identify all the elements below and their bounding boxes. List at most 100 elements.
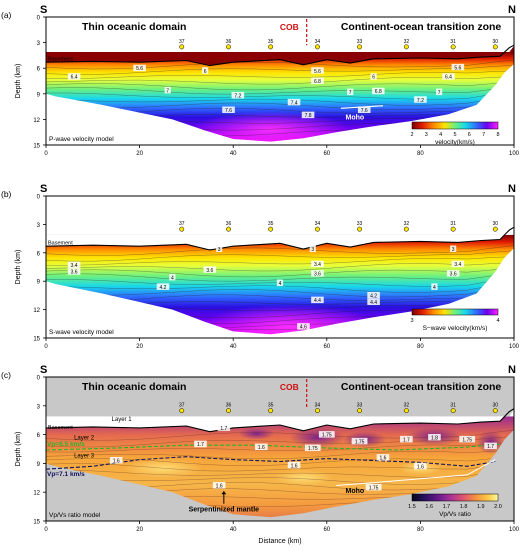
contour-label-bg — [304, 444, 321, 452]
p-colorbar-tick: 2 — [410, 132, 413, 138]
contour-label-bg — [451, 63, 465, 71]
contour-label: 4 — [279, 281, 282, 287]
station-label: 34 — [315, 39, 321, 45]
contour-line — [46, 449, 514, 459]
ratio-colorbar-bar — [411, 493, 499, 502]
contour-label-bg — [276, 279, 284, 287]
contour-label: 6.8 — [314, 79, 321, 85]
station-label: 32 — [404, 39, 410, 45]
layer-3-label: Layer 3 — [74, 454, 95, 460]
station-marker — [403, 44, 409, 50]
contour-label-bg — [357, 106, 371, 114]
station-label: 35 — [268, 39, 274, 45]
y-tick-label: 3 — [37, 223, 41, 229]
layer-1-label: Layer 1 — [112, 417, 133, 423]
contour-label-bg — [431, 283, 438, 290]
station-label: 35 — [268, 403, 274, 409]
contour-label: 7.6 — [361, 108, 368, 114]
contour-label-bg — [169, 273, 176, 281]
station-marker — [450, 226, 456, 232]
station-marker — [268, 408, 274, 414]
y-tick-label: 12 — [33, 491, 40, 497]
contour-label: 6 — [372, 75, 375, 81]
basement-line — [45, 408, 515, 433]
p-colorbar-tick: 7 — [482, 132, 485, 138]
contour-label-bg — [442, 73, 455, 80]
contour-label-bg — [254, 443, 268, 451]
contour-label: 1.7 — [403, 437, 410, 443]
y-tick-label: 0 — [37, 16, 41, 22]
contour-label-bg — [347, 88, 354, 96]
contour-line — [46, 85, 514, 95]
contour-line — [46, 286, 514, 298]
station-marker — [314, 408, 320, 414]
station-marker — [226, 44, 231, 50]
contour-label-bg — [367, 291, 380, 299]
contour-label-bg — [67, 268, 81, 275]
contour-label: 3.4 — [314, 262, 321, 268]
contour-label-bg — [287, 461, 301, 469]
contour-line — [46, 443, 514, 453]
station-label: 30 — [492, 221, 498, 227]
compass-south: S — [40, 4, 47, 16]
x-tick-label: 0 — [44, 527, 48, 533]
p-colorbar-label: velocity(km/s) — [435, 139, 475, 146]
contour-label-bg — [203, 266, 217, 273]
y-tick-label: 3 — [37, 404, 41, 410]
contour-label: 1.6 — [417, 464, 424, 470]
contour-label: 3.6 — [314, 272, 321, 278]
panel-tag: (c) — [1, 370, 11, 380]
contour-label: 1.8 — [431, 435, 438, 441]
station-label: 31 — [450, 221, 456, 227]
x-tick-label: 40 — [230, 527, 237, 533]
contour-label-bg — [365, 483, 382, 491]
layer-2-label: Layer 2 — [74, 435, 95, 441]
station-marker — [226, 408, 231, 414]
s-colorbar-tick: 3 — [410, 318, 413, 324]
cob-label: COB — [280, 22, 299, 32]
station-label: 35 — [268, 221, 274, 227]
y-axis-label: Depth (km) — [15, 250, 22, 285]
contour-label: 4.4 — [370, 300, 377, 306]
contour-label: 6.8 — [375, 89, 382, 95]
ratio-colorbar-label: Vp/Vs ratio — [439, 511, 471, 518]
station-marker — [357, 408, 363, 414]
cob-label: COB — [280, 382, 299, 392]
domain-left-label: Thin oceanic domain — [82, 21, 186, 33]
moho-line — [336, 459, 496, 486]
contour-label-bg — [156, 283, 170, 290]
contour-line — [46, 59, 514, 70]
domain-right-label: Continent-ocean transition zone — [341, 21, 502, 33]
x-tick-label: 100 — [509, 151, 520, 157]
contour-label-bg — [309, 245, 316, 253]
contour-label: 1.6 — [216, 483, 223, 489]
compass-north: N — [508, 183, 516, 195]
plot-frame — [45, 376, 515, 522]
station-label: 34 — [315, 403, 321, 409]
ratio-colorbar-tick: 2.0 — [494, 504, 502, 510]
contour-label-bg — [318, 431, 335, 438]
contour-label: 4.2 — [370, 293, 377, 299]
station-marker — [226, 226, 231, 232]
contour-label: 7.2 — [417, 98, 424, 104]
panel-name: S-wave velocity model — [49, 329, 114, 336]
contour-line — [46, 65, 514, 75]
station-marker — [357, 226, 363, 232]
x-tick-label: 60 — [323, 344, 330, 350]
contour-label: 1.6 — [291, 463, 298, 469]
p-colorbar-tick: 3 — [425, 132, 428, 138]
y-tick-label: 12 — [33, 118, 40, 124]
contour-label-bg — [371, 87, 385, 95]
contour-label: 5.6 — [314, 69, 321, 75]
station-marker — [403, 408, 409, 414]
contour-label-bg — [194, 440, 207, 448]
contour-label: 7 — [438, 90, 441, 96]
station-marker — [450, 44, 456, 50]
station-marker — [179, 44, 185, 50]
contour-line — [46, 100, 514, 110]
p-velocity-field — [46, 46, 514, 142]
plot-frame — [45, 16, 515, 146]
moho-line — [340, 105, 383, 109]
contour-label-bg — [109, 457, 123, 464]
